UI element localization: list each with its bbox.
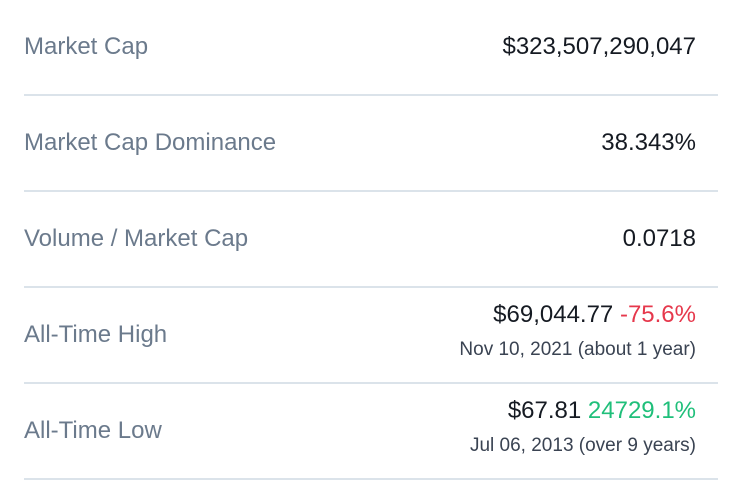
stat-value: $67.81 bbox=[507, 397, 582, 424]
stat-date: Nov 10, 2021 (about 1 year) bbox=[459, 339, 696, 360]
stat-main-line: $69,044.77 -75.6% bbox=[459, 300, 696, 330]
stat-row-volume-market-cap: Volume / Market Cap 0.0718 bbox=[24, 192, 718, 288]
stat-row-market-cap-dominance: Market Cap Dominance 38.343% bbox=[24, 96, 718, 192]
stat-value: 0.0718 bbox=[622, 225, 696, 252]
stat-value: 38.343% bbox=[601, 129, 696, 156]
stat-value: $69,044.77 bbox=[493, 301, 614, 328]
stat-label: All-Time High bbox=[24, 321, 168, 348]
stat-label: Market Cap bbox=[24, 33, 149, 60]
stat-change-negative: -75.6% bbox=[619, 301, 696, 328]
stat-main-line: $67.81 24729.1% bbox=[470, 396, 696, 426]
stat-value-block: $67.81 24729.1% Jul 06, 2013 (over 9 yea… bbox=[470, 396, 696, 458]
stat-label: All-Time Low bbox=[24, 417, 162, 444]
stat-row-all-time-low: All-Time Low $67.81 24729.1% Jul 06, 201… bbox=[24, 384, 718, 480]
stat-date: Jul 06, 2013 (over 9 years) bbox=[469, 435, 696, 456]
stat-value: $323,507,290,047 bbox=[502, 33, 696, 60]
stat-row-all-time-high: All-Time High $69,044.77 -75.6% Nov 10, … bbox=[24, 288, 718, 384]
stat-change-positive: 24729.1% bbox=[587, 397, 696, 424]
stat-label: Market Cap Dominance bbox=[24, 129, 277, 156]
stat-row-market-cap: Market Cap $323,507,290,047 bbox=[24, 0, 718, 96]
stat-label: Volume / Market Cap bbox=[24, 225, 249, 252]
stat-value-block: $69,044.77 -75.6% Nov 10, 2021 (about 1 … bbox=[459, 300, 696, 362]
